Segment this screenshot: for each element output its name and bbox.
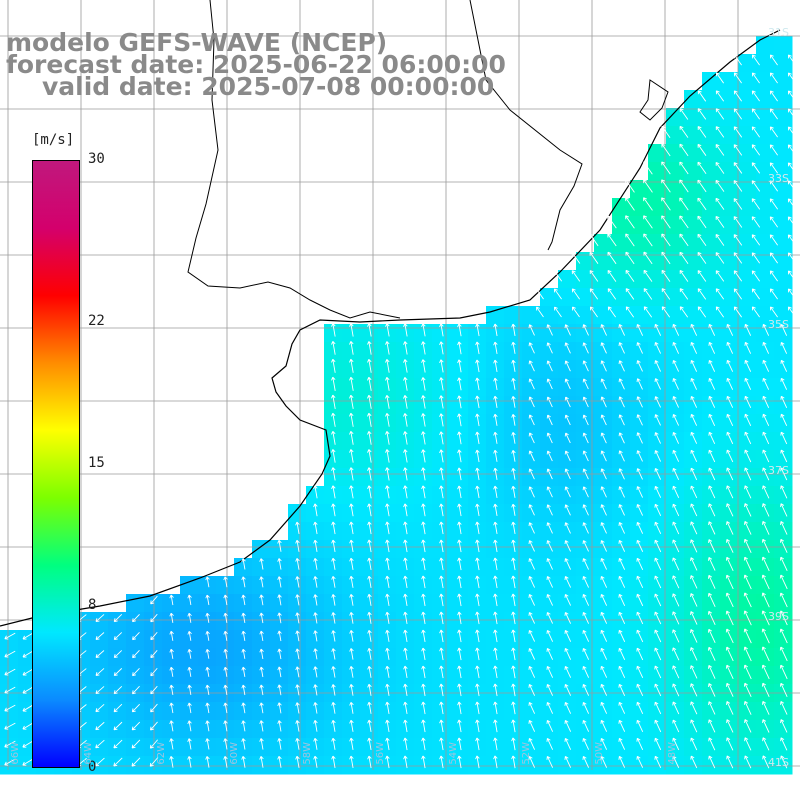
- colorbar-tick-label: 30: [88, 151, 105, 167]
- latitude-label: 39S: [768, 610, 789, 623]
- latitude-label: 33S: [768, 172, 789, 185]
- longitude-label: 60W: [229, 742, 240, 765]
- wind-arrows: [4, 54, 796, 769]
- longitude-label: 50W: [594, 742, 605, 765]
- colorbar-tick-label: 22: [88, 313, 105, 330]
- colorbar-unit-label: [m/s]: [32, 132, 75, 148]
- lat-lon-grid: [0, 0, 800, 770]
- longitude-label: 54W: [448, 742, 459, 765]
- latitude-label: 41S: [768, 756, 789, 769]
- valid-date-title: valid date: 2025-07-08 00:00:00: [42, 72, 495, 101]
- colorbar-tick-label: 15: [88, 455, 105, 471]
- latitude-label: 37S: [768, 464, 789, 477]
- colorbar-tick-label: 8: [88, 596, 97, 613]
- longitude-label: 48W: [667, 742, 678, 765]
- longitude-label: 66W: [10, 742, 21, 765]
- colorbar: [32, 160, 80, 768]
- forecast-date-title: forecast date: 2025-06-22 06:00:00: [6, 50, 506, 79]
- latitude-label: 31S: [768, 26, 789, 39]
- political-border: [469, 0, 583, 251]
- longitude-label: 58W: [302, 742, 313, 765]
- latitude-label: 35S: [768, 318, 789, 331]
- longitude-label: 52W: [521, 742, 532, 765]
- longitude-label: 62W: [156, 742, 167, 765]
- wind-speed-field: [0, 36, 793, 775]
- longitude-label: 56W: [375, 742, 386, 765]
- political-border: [187, 0, 401, 319]
- political-border: [639, 79, 669, 121]
- longitude-label: 64W: [83, 742, 94, 765]
- coastline: [0, 29, 781, 627]
- model-title: modelo GEFS-WAVE (NCEP): [6, 28, 388, 57]
- colorbar-tick-label: 0: [88, 759, 97, 775]
